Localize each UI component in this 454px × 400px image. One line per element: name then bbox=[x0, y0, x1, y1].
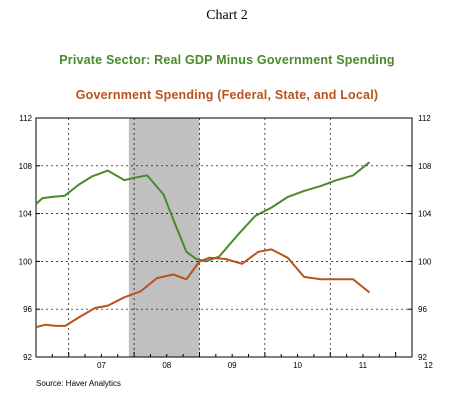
y-tick-label-right: 104 bbox=[418, 210, 432, 219]
y-tick-label-right: 96 bbox=[418, 305, 427, 314]
series-layer bbox=[35, 161, 371, 329]
axis-labels: 92 92 96 96 100 100 104 104 108 108 112 112 07 08 09 10… bbox=[19, 114, 434, 370]
y-tick-label-left: 108 bbox=[19, 162, 33, 171]
y-tick-label-left: 100 bbox=[19, 257, 33, 266]
y-tick-label-left: 112 bbox=[19, 114, 32, 123]
x-tick-label: 11 bbox=[359, 361, 368, 370]
y-tick-label-left: 92 bbox=[23, 353, 32, 362]
y-tick-label-right: 108 bbox=[418, 162, 432, 171]
source-note: Source: Haver Analytics bbox=[36, 379, 121, 388]
y-tick-label-left: 104 bbox=[19, 210, 33, 219]
x-tick-label: 08 bbox=[162, 361, 171, 370]
plot-frame bbox=[35, 117, 413, 358]
grid-lines bbox=[36, 118, 412, 357]
series-government-spending-line bbox=[35, 248, 371, 329]
y-tick-label-left: 96 bbox=[23, 305, 32, 314]
x-tick-label: 10 bbox=[293, 361, 302, 370]
recession-band bbox=[128, 118, 200, 357]
y-tick-label-right: 100 bbox=[418, 257, 432, 266]
series-private-sector-line bbox=[35, 161, 371, 263]
legend-private-sector: Private Sector: Real GDP Minus Governmen… bbox=[59, 53, 395, 67]
chart-title: Chart 2 bbox=[206, 8, 248, 23]
x-tick-label: 12 bbox=[424, 361, 433, 370]
x-tick-label: 09 bbox=[228, 361, 237, 370]
legend-government-spending: Government Spending (Federal, State, and… bbox=[75, 88, 379, 102]
y-tick-label-right: 112 bbox=[418, 114, 431, 123]
x-tick-label: 07 bbox=[97, 361, 106, 370]
axis-ticks bbox=[35, 117, 413, 358]
y-tick-label-right: 92 bbox=[418, 353, 427, 362]
